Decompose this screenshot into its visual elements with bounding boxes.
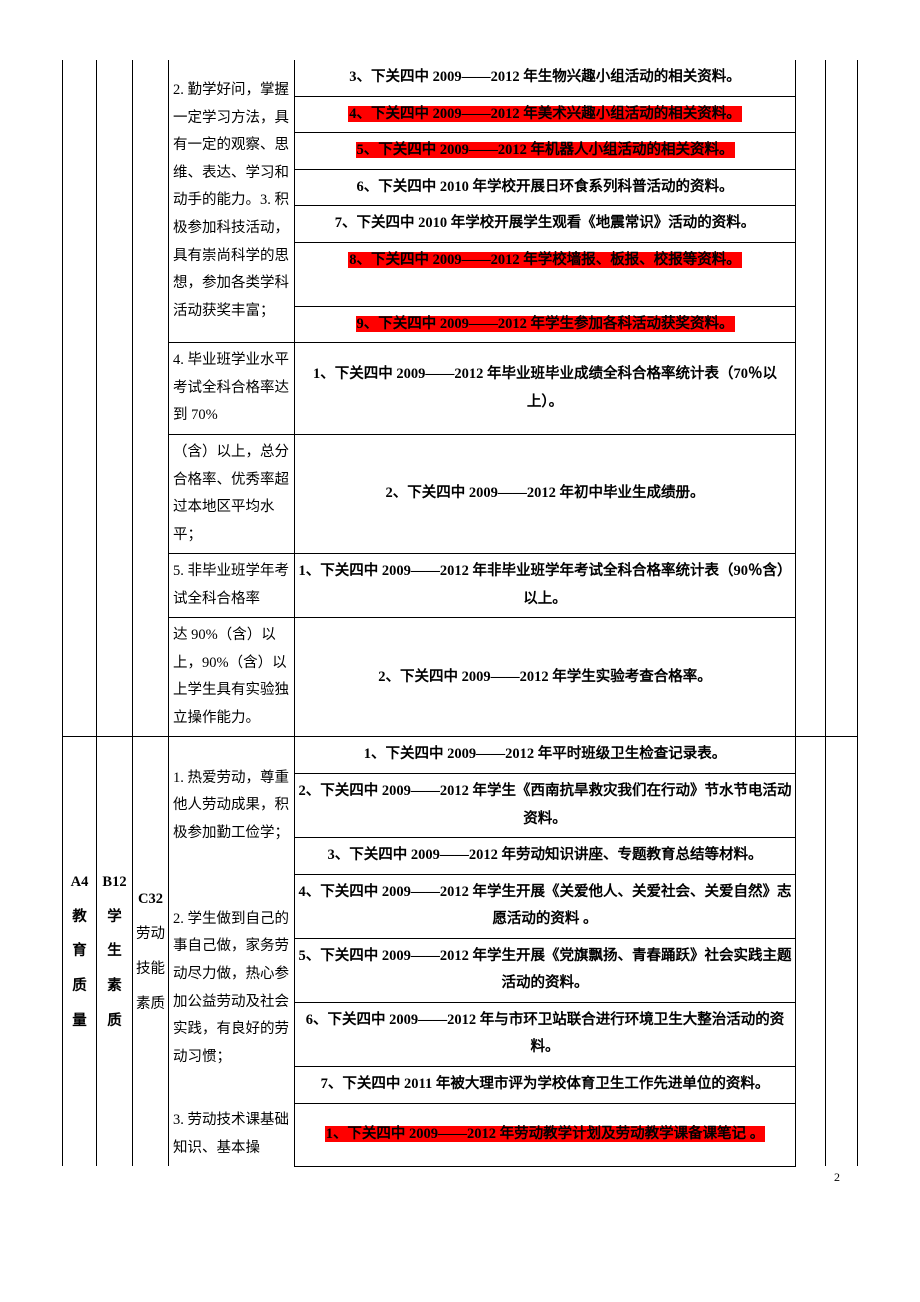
category-a4: A4 教 育 质 量 [63, 737, 97, 1166]
criteria-cell: 达 90%（含）以上，90%（含）以上学生具有实验独立操作能力。 [169, 618, 295, 737]
evidence-cell: 6、下关四中 2009——2012 年与市环卫站联合进行环境卫生大整治活动的资料… [295, 1002, 796, 1066]
evidence-cell: 1、下关四中 2009——2012 年非毕业班学年考试全科合格率统计表（90％含… [295, 554, 796, 618]
table-row: 达 90%（含）以上，90%（含）以上学生具有实验独立操作能力。 2、下关四中 … [63, 618, 858, 737]
evidence-cell: 1、下关四中 2009——2012 年平时班级卫生检查记录表。 [295, 737, 796, 774]
evidence-cell: 3、下关四中 2009——2012 年生物兴趣小组活动的相关资料。 [295, 60, 796, 96]
evidence-cell: 7、下关四中 2011 年被大理市评为学校体育卫生工作先进单位的资料。 [295, 1066, 796, 1103]
table-row: 4. 毕业班学业水平考试全科合格率达到 70% 1、下关四中 2009——201… [63, 343, 858, 435]
criteria-cell: 2. 学生做到自己的事自己做，家务劳动尽力做，热心参加公益劳动及社会实践，有良好… [169, 874, 295, 1103]
criteria-cell: 1. 热爱劳动，尊重他人劳动成果，积极参加勤工俭学； [169, 737, 295, 874]
evidence-cell: 3、下关四中 2009——2012 年劳动知识讲座、专题教育总结等材料。 [295, 838, 796, 875]
criteria-cell: 5. 非毕业班学年考试全科合格率 [169, 554, 295, 618]
evidence-cell: 4、下关四中 2009——2012 年学生开展《关爱他人、关爱社会、关爱自然》志… [295, 874, 796, 938]
evidence-cell: 4、下关四中 2009——2012 年美术兴趣小组活动的相关资料。 [295, 96, 796, 133]
table-row: A4 教 育 质 量 B12 学 生 素 质 C32 劳动 技能 素质 1. 热… [63, 737, 858, 774]
evidence-cell: 9、下关四中 2009——2012 年学生参加各科活动获奖资料。 [295, 306, 796, 343]
table-row: （含）以上，总分合格率、优秀率超过本地区平均水平； 2、下关四中 2009——2… [63, 435, 858, 554]
evidence-cell: 5、下关四中 2009——2012 年学生开展《党旗飘扬、青春踊跃》社会实践主题… [295, 938, 796, 1002]
evidence-cell: 2、下关四中 2009——2012 年学生《西南抗旱救灾我们在行动》节水节电活动… [295, 774, 796, 838]
evidence-cell: 2、下关四中 2009——2012 年初中毕业生成绩册。 [295, 435, 796, 554]
table-row: 5. 非毕业班学年考试全科合格率 1、下关四中 2009——2012 年非毕业班… [63, 554, 858, 618]
evidence-cell: 5、下关四中 2009——2012 年机器人小组活动的相关资料。 [295, 133, 796, 170]
table-row: 2. 勤学好问，掌握一定学习方法，具有一定的观察、思维、表达、学习和动手的能力。… [63, 60, 858, 96]
document-table: 2. 勤学好问，掌握一定学习方法，具有一定的观察、思维、表达、学习和动手的能力。… [62, 60, 858, 1167]
evidence-cell: 8、下关四中 2009——2012 年学校墙报、板报、校报等资料。 [295, 242, 796, 306]
page-number: 2 [834, 1166, 840, 1189]
evidence-cell: 1、下关四中 2009——2012 年劳动教学计划及劳动教学课备课笔记 。 [295, 1103, 796, 1166]
criteria-cell: 4. 毕业班学业水平考试全科合格率达到 70% [169, 343, 295, 435]
evidence-cell: 6、下关四中 2010 年学校开展日环食系列科普活动的资料。 [295, 169, 796, 206]
table-row: 3. 劳动技术课基础知识、基本操 1、下关四中 2009——2012 年劳动教学… [63, 1103, 858, 1166]
table-row: 2. 学生做到自己的事自己做，家务劳动尽力做，热心参加公益劳动及社会实践，有良好… [63, 874, 858, 938]
criteria-cell: （含）以上，总分合格率、优秀率超过本地区平均水平； [169, 435, 295, 554]
evidence-cell: 7、下关四中 2010 年学校开展学生观看《地震常识》活动的资料。 [295, 206, 796, 243]
criteria-cell: 2. 勤学好问，掌握一定学习方法，具有一定的观察、思维、表达、学习和动手的能力。… [169, 60, 295, 343]
category-b12: B12 学 生 素 质 [97, 737, 133, 1166]
evidence-cell: 1、下关四中 2009——2012 年毕业班毕业成绩全科合格率统计表（70％以上… [295, 343, 796, 435]
category-c32: C32 劳动 技能 素质 [133, 737, 169, 1166]
evidence-cell: 2、下关四中 2009——2012 年学生实验考查合格率。 [295, 618, 796, 737]
criteria-cell: 3. 劳动技术课基础知识、基本操 [169, 1103, 295, 1166]
